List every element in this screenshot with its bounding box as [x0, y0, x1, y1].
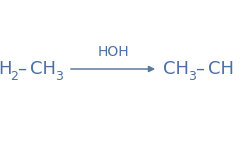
Text: CH: CH [30, 60, 56, 78]
Text: 2: 2 [10, 69, 18, 83]
Text: 3: 3 [55, 69, 63, 83]
Text: 3: 3 [188, 69, 196, 83]
Text: HOH: HOH [97, 45, 129, 59]
Text: –: – [195, 60, 204, 78]
Text: CH: CH [208, 60, 234, 78]
Text: H: H [0, 60, 12, 78]
Text: –: – [17, 60, 26, 78]
Text: CH: CH [163, 60, 189, 78]
